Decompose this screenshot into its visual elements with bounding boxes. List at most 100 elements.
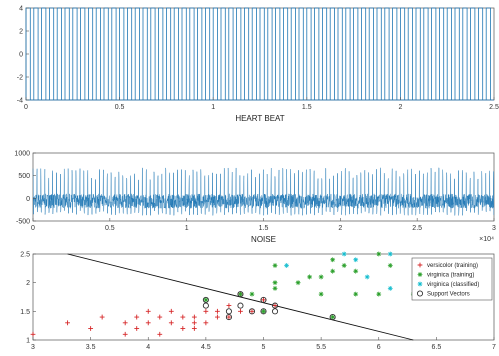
data-point — [387, 251, 393, 257]
series-support-vectors — [202, 291, 336, 321]
legend-label: Support Vectors — [427, 292, 470, 298]
legend: versicolor (training) virginica (training… — [411, 257, 493, 301]
x-tick-label: 3 — [492, 225, 496, 232]
x-axis-label: HEART BEAT — [235, 114, 284, 123]
x-tick-label: 2.5 — [489, 104, 499, 111]
data-point — [168, 320, 174, 326]
data-point — [145, 320, 151, 326]
legend-label: versicolor (training) — [427, 263, 478, 269]
data-point — [341, 251, 347, 257]
x-tick-label: 0.5 — [115, 104, 125, 111]
legend-marker — [417, 272, 423, 277]
y-tick-label: 500 — [18, 173, 30, 180]
data-point — [122, 331, 128, 337]
data-point — [225, 308, 232, 315]
data-point — [88, 326, 94, 331]
legend-box — [411, 257, 493, 301]
data-point — [226, 314, 232, 320]
data-point — [271, 308, 279, 315]
data-point — [238, 291, 243, 297]
y-tick-label: 1000 — [14, 151, 30, 158]
y-tick-label: -500 — [16, 219, 30, 226]
data-point — [226, 303, 232, 308]
data-point — [307, 274, 312, 280]
data-point — [157, 314, 163, 320]
x-tick-label: 7 — [492, 344, 496, 351]
data-point — [330, 257, 336, 263]
data-point — [225, 314, 232, 321]
data-point — [191, 326, 197, 331]
x-tick-label: 6 — [377, 344, 381, 351]
data-point — [215, 314, 220, 320]
data-point — [65, 320, 70, 326]
data-point — [191, 314, 197, 320]
x-tick-label: 0.5 — [105, 225, 115, 232]
x-tick-label: 2.5 — [412, 225, 422, 232]
data-point — [134, 326, 140, 331]
series-versicolor-training — [30, 291, 278, 337]
data-point — [330, 268, 336, 274]
data-point — [364, 274, 370, 280]
x-tick-label: 3.5 — [86, 344, 96, 351]
data-point — [387, 286, 393, 291]
data-point — [329, 314, 336, 321]
heart-beat-panel: 0 0.5 1 1.5 2 2.5 -4 -2 0 2 4 HEART BEAT — [17, 6, 499, 124]
legend-marker — [417, 281, 423, 287]
y-tick-label: 2 — [26, 280, 30, 287]
data-point — [387, 263, 393, 268]
x-tick-label: 0 — [31, 225, 35, 232]
x-tick-label: 6.5 — [432, 344, 442, 351]
data-point — [238, 308, 243, 314]
data-point — [341, 263, 347, 268]
data-point — [215, 308, 220, 314]
data-point — [353, 291, 359, 297]
data-point — [272, 286, 278, 291]
heart-beat-series — [25, 7, 494, 101]
data-point — [180, 326, 186, 331]
data-point — [376, 291, 382, 297]
y-tick-label: 2.5 — [20, 252, 30, 259]
data-point — [272, 263, 278, 268]
y-tick-label: 1.5 — [20, 309, 30, 316]
x-tick-label: 3 — [31, 344, 35, 351]
data-point — [318, 291, 324, 297]
series-virginica-classified — [284, 251, 428, 291]
y-tick-label: 2 — [19, 29, 23, 36]
data-point — [272, 303, 278, 308]
data-point — [237, 291, 244, 298]
x-tick-label: 1.5 — [259, 225, 269, 232]
x-tick-label: 4.5 — [201, 344, 211, 351]
y-tick-label: 0 — [19, 52, 23, 59]
x-tick-label: 1 — [185, 225, 189, 232]
x-tick-label: 2 — [398, 104, 402, 111]
x-tick-label: 5.5 — [316, 344, 326, 351]
data-point — [122, 320, 128, 326]
y-tick-label: 1 — [26, 338, 30, 345]
data-point — [180, 314, 186, 320]
data-point — [99, 314, 105, 320]
y-tick-label: -4 — [17, 98, 23, 105]
data-point — [145, 308, 151, 314]
x-tick-label: 0 — [24, 104, 28, 111]
data-point — [30, 331, 36, 337]
data-point — [157, 331, 163, 337]
y-tick-label: -2 — [17, 75, 23, 82]
data-point — [271, 302, 279, 309]
svm-scatter-panel: 3 3.5 4 4.5 5 5.5 6 6.5 7 1 1.5 2 2.5 versicolor (tra… — [20, 252, 496, 352]
x-axis-multiplier: ×10⁴ — [479, 236, 494, 243]
x-tick-label: 2 — [338, 225, 342, 232]
x-tick-label: 1 — [211, 104, 215, 111]
data-point — [376, 251, 382, 257]
data-point — [203, 320, 209, 326]
data-point — [272, 280, 278, 286]
data-point — [134, 314, 140, 320]
data-point — [353, 268, 359, 274]
data-point — [191, 320, 197, 326]
data-point — [261, 308, 266, 314]
data-point — [284, 263, 289, 268]
data-point — [318, 274, 324, 280]
data-point — [248, 308, 256, 315]
data-point — [202, 296, 209, 303]
